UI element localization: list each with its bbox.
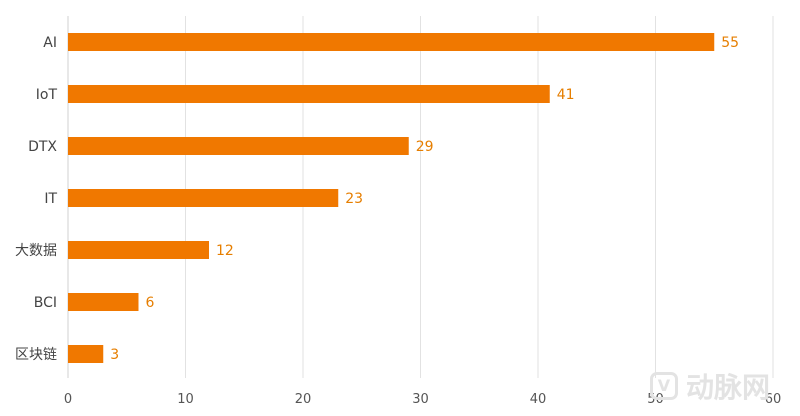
data-label-1: 41: [557, 87, 575, 103]
data-label-0: 55: [721, 35, 739, 51]
category-labels: AI IoT DTX IT 大数据 BCI 区块链: [15, 35, 57, 363]
category-label-4: 大数据: [15, 243, 57, 259]
x-tick-label-30: 30: [412, 392, 429, 407]
data-label-5: 6: [146, 295, 155, 311]
data-label-3: 23: [345, 191, 363, 207]
watermark: V 动脉网: [649, 366, 770, 406]
x-tick-label-0: 0: [64, 392, 72, 407]
data-label-2: 29: [416, 139, 434, 155]
category-label-5: BCI: [34, 295, 57, 311]
bar-4: [68, 241, 209, 259]
bar-5: [68, 293, 139, 311]
bar-0: [68, 33, 715, 51]
x-tick-label-40: 40: [530, 392, 547, 407]
data-label-6: 3: [110, 347, 119, 363]
category-label-1: IoT: [36, 87, 58, 103]
watermark-text: 动脉网: [685, 371, 770, 404]
bars: [68, 33, 715, 363]
data-labels: 55 41 29 23 12 6 3: [110, 35, 739, 363]
data-label-4: 12: [216, 243, 234, 259]
watermark-logo-icon: V: [649, 372, 678, 400]
bar-3: [68, 189, 339, 207]
category-label-6: 区块链: [15, 347, 57, 363]
category-label-0: AI: [43, 35, 57, 51]
category-label-3: IT: [44, 191, 57, 207]
x-tick-label-60: 60: [765, 392, 782, 407]
x-tick-label-10: 10: [177, 392, 194, 407]
bar-2: [68, 137, 409, 155]
x-tick-label-20: 20: [295, 392, 312, 407]
bar-1: [68, 85, 550, 103]
category-label-2: DTX: [28, 139, 57, 155]
bar-6: [68, 345, 104, 363]
